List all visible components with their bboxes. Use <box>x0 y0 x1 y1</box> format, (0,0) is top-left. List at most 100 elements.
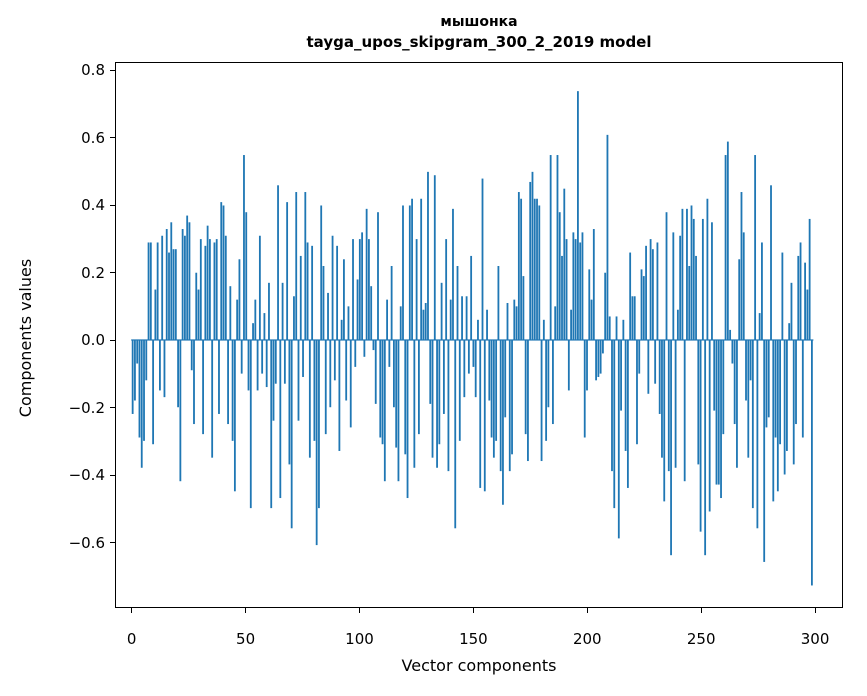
bar <box>274 339 277 384</box>
bar <box>368 239 370 340</box>
bar <box>508 339 511 472</box>
bar <box>261 339 264 374</box>
bar <box>143 339 145 441</box>
bar <box>454 339 457 529</box>
bar <box>715 339 718 485</box>
bar <box>513 299 516 340</box>
x-tick-label: 50 <box>236 630 256 648</box>
bar <box>720 339 722 499</box>
bar <box>193 339 195 425</box>
bar <box>497 266 500 340</box>
bar <box>433 175 436 340</box>
bar <box>445 239 448 340</box>
bar <box>290 339 293 529</box>
bar <box>599 339 602 374</box>
bar <box>422 309 425 340</box>
bar <box>424 302 427 340</box>
y-tick-label: −0.6 <box>68 533 105 552</box>
bar <box>188 222 191 340</box>
bar <box>640 269 643 340</box>
bar <box>631 296 634 340</box>
bar <box>781 252 784 340</box>
bar <box>195 272 198 340</box>
bar <box>352 239 354 340</box>
bar <box>506 302 509 340</box>
bar <box>447 339 450 472</box>
bar <box>686 208 688 340</box>
bar <box>808 218 811 340</box>
bar <box>377 212 379 340</box>
bar <box>713 339 716 411</box>
bar <box>215 239 218 340</box>
bar <box>395 339 398 448</box>
bar <box>408 205 411 340</box>
bar <box>524 339 527 435</box>
bar <box>810 339 813 586</box>
bar <box>761 242 763 340</box>
bar <box>436 339 438 468</box>
bar <box>488 339 491 401</box>
bar <box>134 339 136 401</box>
bar <box>343 259 345 340</box>
bar <box>770 185 772 340</box>
bar <box>224 235 227 340</box>
bar <box>540 339 543 462</box>
bar <box>168 252 170 340</box>
y-tick-label: 0.2 <box>81 263 105 282</box>
bar <box>561 255 563 340</box>
bar <box>165 229 168 340</box>
bar <box>708 339 711 512</box>
bar <box>654 339 657 384</box>
bar <box>411 198 413 340</box>
x-tick-label: 200 <box>572 630 602 648</box>
bar <box>349 339 352 428</box>
bar <box>642 276 645 340</box>
bar <box>170 222 173 340</box>
bar <box>608 316 611 340</box>
bar <box>263 313 266 340</box>
bar <box>701 218 704 340</box>
bar <box>256 339 259 391</box>
bar <box>474 339 477 398</box>
bar <box>163 339 166 398</box>
y-tick-mark <box>110 69 115 71</box>
bar <box>452 208 454 340</box>
bar <box>531 171 534 340</box>
bar <box>463 339 466 398</box>
bar <box>749 339 752 381</box>
bar <box>374 339 377 404</box>
bar <box>315 339 318 546</box>
bar <box>674 339 677 468</box>
bar <box>286 202 289 340</box>
x-axis-label: Vector components <box>401 656 557 675</box>
bar <box>542 319 545 340</box>
bar <box>645 245 647 340</box>
bar <box>386 299 389 340</box>
bar <box>549 155 552 340</box>
y-tick-mark <box>110 542 115 543</box>
bar <box>527 339 529 462</box>
bar <box>667 339 670 472</box>
y-tick-label: −0.4 <box>68 466 105 484</box>
bar <box>467 339 470 374</box>
bar <box>379 339 382 438</box>
bar <box>240 339 243 374</box>
bar <box>786 339 788 451</box>
bar <box>597 339 600 377</box>
bar <box>354 339 357 367</box>
bar <box>345 339 348 401</box>
bar <box>790 282 793 340</box>
y-tick-label: 0.6 <box>81 128 105 147</box>
y-tick-label: −0.2 <box>68 398 105 417</box>
bar <box>570 309 573 340</box>
bar <box>688 266 691 340</box>
bar <box>324 339 327 435</box>
bar <box>322 266 325 340</box>
bar <box>604 272 607 340</box>
bar <box>131 339 134 414</box>
bar <box>361 232 364 340</box>
bar <box>586 339 588 391</box>
bar <box>254 299 257 340</box>
bar <box>238 259 241 340</box>
bar <box>742 232 745 340</box>
